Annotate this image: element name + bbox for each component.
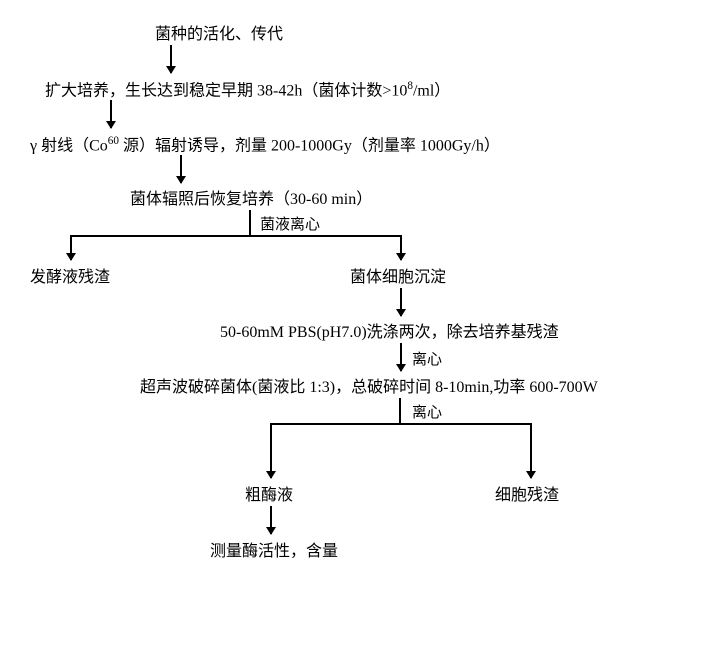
arrow-1 [170,45,172,73]
arrow-3 [180,155,182,183]
node-gamma-ray: γ 射线（Co60 源）辐射诱导，剂量 200-1000Gy（剂量率 1000G… [30,135,500,156]
label-centrifuge-2: 离心 [412,348,442,369]
node-measure: 测量酶活性，含量 [210,542,338,561]
stem-4 [249,210,251,235]
node-fermentation-residue: 发酵液残渣 [30,268,110,287]
split-line-1 [70,235,400,237]
label-centrifuge-1: 菌液离心 [260,213,320,234]
node-crude-enzyme: 粗酶液 [245,486,293,505]
arrow-6 [400,343,402,371]
n2-text-a: 扩大培养，生长达到稳定早期 38-42h（菌体计数>10 [45,82,407,99]
node-recovery: 菌体辐照后恢复培养（30-60 min） [130,190,372,209]
stem-8 [399,398,401,423]
node-cell-pellet: 菌体细胞沉淀 [350,268,446,287]
node-pbs-wash: 50-60mM PBS(pH7.0)洗涤两次，除去培养基残渣 [220,323,559,342]
node-cell-residue: 细胞残渣 [495,486,559,505]
label-centrifuge-3: 离心 [412,401,442,422]
node-activation: 菌种的活化、传代 [155,25,283,44]
arrow-2 [110,100,112,128]
n3-sup: 60 [108,135,119,147]
n3-pre: γ 射线（Co [30,137,108,154]
arrow-5 [400,288,402,316]
n2-text-b: /ml） [413,82,450,99]
arrow-right-2 [530,423,532,478]
arrow-right-1 [400,235,402,260]
arrow-left-1 [70,235,72,260]
arrow-left-2 [270,423,272,478]
node-ultrasonic: 超声波破碎菌体(菌液比 1:3)，总破碎时间 8-10min,功率 600-70… [140,378,598,397]
arrow-9 [270,506,272,534]
split-line-2 [270,423,530,425]
node-expand-culture: 扩大培养，生长达到稳定早期 38-42h（菌体计数>108/ml） [45,80,450,101]
flowchart-container: 菌种的活化、传代 扩大培养，生长达到稳定早期 38-42h（菌体计数>108/m… [20,20,689,628]
n3-post: 源）辐射诱导，剂量 200-1000Gy（剂量率 1000Gy/h） [119,137,500,154]
